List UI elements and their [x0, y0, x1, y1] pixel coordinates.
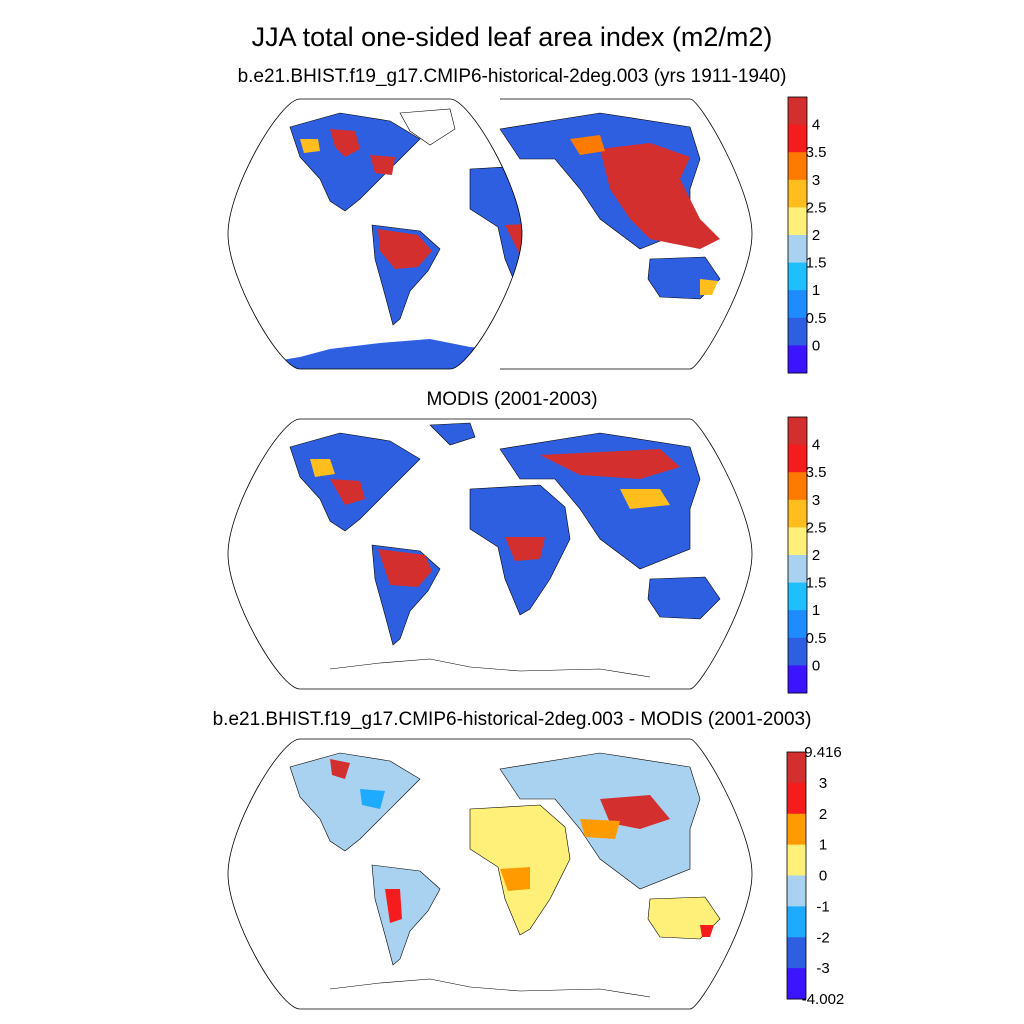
colorbar-swatch [788, 472, 807, 501]
colorbar-swatch [788, 290, 807, 319]
colorbar-frame [786, 751, 807, 1000]
colorbar-tick-label: 1 [812, 602, 820, 619]
colorbar-tick-label: 2.5 [806, 199, 827, 216]
colorbar-tick-label: 0 [812, 657, 820, 674]
colorbar-tick-label: 2.5 [806, 519, 827, 536]
north-america-forest [330, 129, 395, 175]
colorbar-swatch [787, 968, 806, 1000]
colorbar-frame [787, 416, 808, 694]
colorbar-tick-label: 3.5 [806, 464, 827, 481]
colorbar-swatch [787, 813, 806, 846]
colorbar-swatch [788, 179, 807, 208]
colorbar-swatch [788, 152, 807, 181]
colorbar-swatch [788, 124, 807, 153]
colorbar-frame [787, 96, 808, 374]
africa-forest [505, 223, 522, 255]
colorbar-swatch [787, 906, 806, 938]
colorbar-tick-label: 4 [812, 117, 820, 134]
colorbar-swatch [788, 499, 807, 528]
colorbar-tick-label: 9.416 [804, 744, 842, 761]
colorbar-swatch [788, 235, 807, 264]
north-america-region [289, 112, 421, 212]
colorbar-tick-label: 1.5 [806, 255, 827, 272]
panel-1-colorbar: 4 3.5 3 2.5 2 1.5 1 0.5 0 [787, 96, 827, 374]
colorbar-swatch [788, 637, 807, 666]
panel-2-map [227, 418, 753, 690]
colorbar-swatch [787, 844, 806, 876]
colorbar-swatch [788, 262, 807, 291]
colorbar-tick-label: 0.5 [806, 630, 827, 647]
panel-3-subtitle: b.e21.BHIST.f19_g17.CMIP6-historical-2de… [212, 709, 812, 730]
colorbar-swatch [788, 582, 807, 611]
north-america-mid [300, 139, 320, 153]
colorbar-tick-label: 4 [812, 437, 820, 454]
panel-2-colorbar: 4 3.5 3 2.5 2 1.5 1 0.5 0 [787, 416, 827, 694]
greenland-region [399, 108, 456, 146]
colorbar-swatch [788, 417, 807, 446]
colorbar-swatch [788, 97, 807, 126]
colorbar-tick-label: 3.5 [806, 144, 827, 161]
colorbar-tick-label: 2 [812, 547, 820, 564]
colorbar-swatch [787, 752, 806, 784]
colorbar-swatch [788, 665, 807, 694]
colorbar-tick-label: -2 [816, 929, 829, 946]
antarctica-region [228, 339, 522, 369]
colorbar-tick-label: 3 [812, 492, 820, 509]
colorbar-swatch [788, 555, 807, 584]
colorbar-tick-label: 2 [812, 227, 820, 244]
colorbar-tick-label: 1.5 [806, 575, 827, 592]
colorbar-tick-label: 3 [812, 172, 820, 189]
colorbar-swatch [788, 345, 807, 374]
colorbar-tick-label: -3 [816, 960, 829, 977]
colorbar-swatch [788, 527, 807, 556]
colorbar-tick-label: -4.002 [802, 991, 845, 1008]
colorbar-swatch [787, 875, 806, 907]
colorbar-swatch [788, 610, 807, 639]
colorbar-tick-label: 0 [812, 337, 820, 354]
colorbar-swatch [788, 444, 807, 473]
colorbar-swatch [788, 317, 807, 346]
panel-3-map [227, 738, 753, 1010]
figure-title: JJA total one-sided leaf area index (m2/… [251, 22, 773, 52]
panel-2-subtitle: MODIS (2001-2003) [426, 389, 598, 410]
south-america-forest [378, 229, 432, 269]
panel-1-eastern-hemisphere [499, 98, 753, 370]
colorbar-tick-label: 0.5 [806, 310, 827, 327]
colorbar-tick-label: -1 [816, 898, 829, 915]
colorbar-swatch [787, 782, 806, 815]
panel-1-subtitle: b.e21.BHIST.f19_g17.CMIP6-historical-2de… [237, 66, 787, 87]
colorbar-tick-label: 0 [819, 868, 827, 885]
colorbar-swatch [787, 937, 806, 969]
colorbar-tick-label: 1 [819, 837, 827, 854]
colorbar-tick-label: 2 [819, 806, 827, 823]
colorbar-swatch [788, 207, 807, 236]
colorbar-tick-label: 3 [819, 775, 827, 792]
colorbar-tick-label: 1 [812, 282, 820, 299]
panel-1-map [227, 98, 523, 370]
panel-3-colorbar: 9.416 3 2 1 0 -1 -2 -3 -4.002 [786, 744, 845, 1008]
